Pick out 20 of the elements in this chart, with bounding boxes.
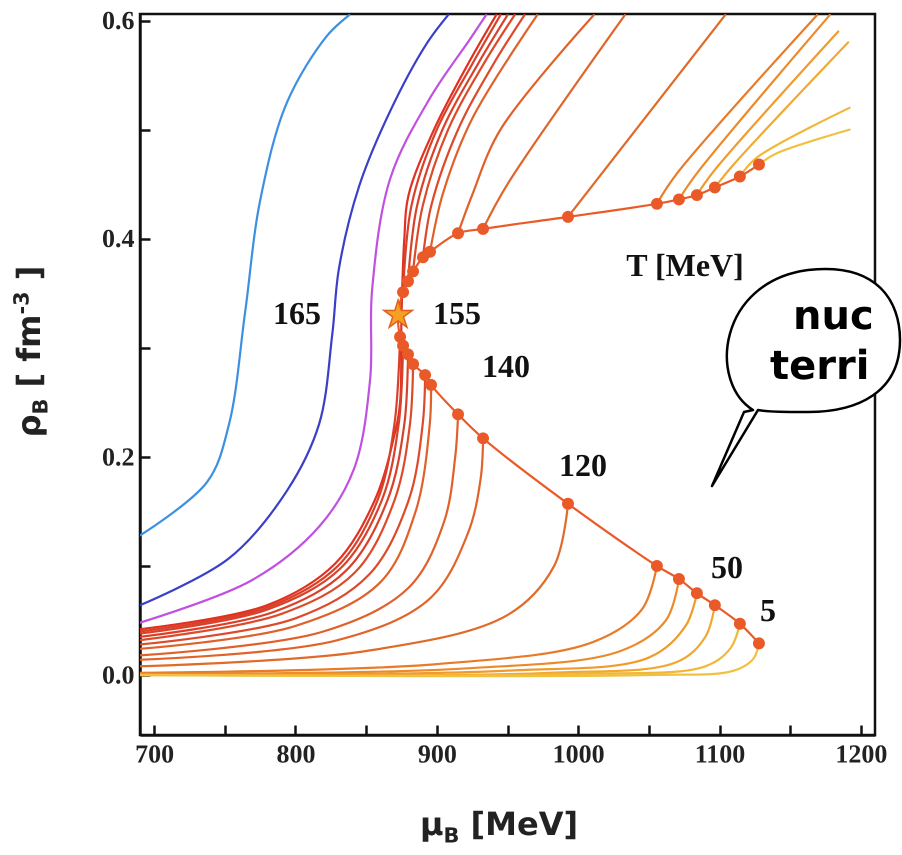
x-tick-label: 900	[418, 740, 457, 768]
annotation: 165	[273, 295, 321, 331]
annotation: 50	[711, 549, 743, 585]
y-tick-label: 0.0	[102, 660, 134, 690]
x-tick-label: 1100	[694, 740, 746, 768]
x-tick-label: 1000	[552, 740, 605, 768]
x-tick-label: 1200	[835, 740, 888, 768]
annotation: 155	[433, 295, 481, 331]
y-tick-label: 0.6	[102, 6, 134, 36]
annotation: nuc	[793, 293, 874, 339]
y-tick-label: 0.4	[102, 224, 134, 254]
annotation: 5	[760, 592, 776, 628]
annotation: 140	[482, 348, 530, 384]
annotation: terri	[770, 343, 870, 389]
x-axis-title: μ$_{B}$ [MeV]	[420, 805, 578, 848]
x-tick-label: 700	[135, 740, 174, 768]
annotation: T [MeV]	[626, 247, 744, 283]
y-tick-label: 0.2	[102, 442, 134, 472]
annotation: 120	[559, 447, 607, 483]
x-tick-label: 800	[276, 740, 316, 768]
